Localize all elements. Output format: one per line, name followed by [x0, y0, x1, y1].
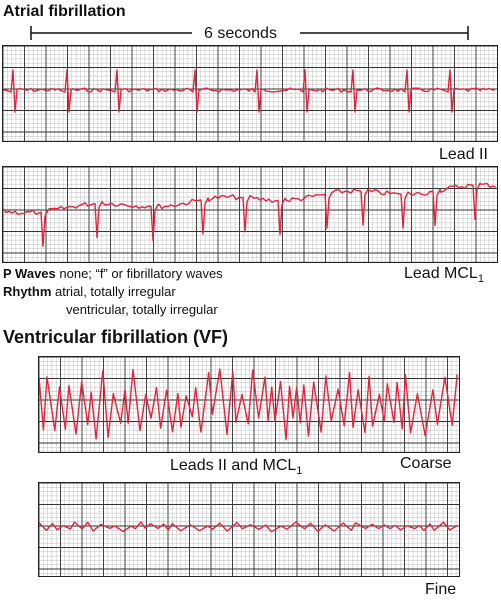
ecg-strip-vf-fine: [38, 482, 460, 577]
pwaves-row: P Waves none; “f” or fibrillatory waves: [3, 267, 223, 280]
pwaves-text: none; “f” or fibrillatory waves: [59, 266, 223, 281]
grid-minor-lines: [3, 46, 497, 141]
rhythm-row: Rhythm atrial, totally irregular: [3, 285, 176, 298]
pwaves-label: P Waves: [3, 266, 56, 281]
lead-ii-label: Lead II: [439, 146, 488, 163]
rhythm-label: Rhythm: [3, 284, 52, 299]
vf-fine-trace: [39, 483, 459, 576]
lead-mcl1-label: Lead MCL1: [404, 266, 484, 285]
leads-label: Leads II and MCL1: [170, 458, 302, 477]
scale-label: 6 seconds: [204, 25, 277, 42]
ecg-strip-lead-ii: [2, 45, 498, 142]
leads-label-main: Leads II and MCL: [170, 457, 297, 474]
fine-label: Fine: [425, 581, 457, 598]
grid-minor-lines: [3, 167, 497, 262]
afib-title: Atrial fibrillation: [3, 3, 126, 20]
lead-ii-waveform: [3, 69, 496, 113]
vf-fine-waveform: [39, 521, 458, 533]
grid-minor-lines: [39, 483, 459, 576]
vf-coarse-waveform: [39, 368, 458, 441]
rhythm-line2: ventricular, totally irregular: [66, 302, 218, 317]
leads-label-sub: 1: [296, 465, 303, 478]
rhythm-line1: atrial, totally irregular: [55, 284, 176, 299]
coarse-label: Coarse: [400, 455, 452, 472]
lead-mcl1-label-main: Lead MCL: [404, 265, 478, 282]
lead-mcl1-label-sub: 1: [477, 273, 484, 286]
ecg-strip-vf-coarse: [38, 356, 460, 453]
six-second-scale: [30, 24, 470, 42]
ecg-strip-lead-mcl1: [2, 166, 498, 263]
lead-mcl1-waveform: [3, 182, 497, 247]
lead-ii-trace: [3, 46, 497, 141]
lead-mcl1-trace: [3, 167, 497, 262]
vf-coarse-trace: [39, 357, 459, 452]
vfib-title: Ventricular fibrillation (VF): [3, 327, 229, 347]
